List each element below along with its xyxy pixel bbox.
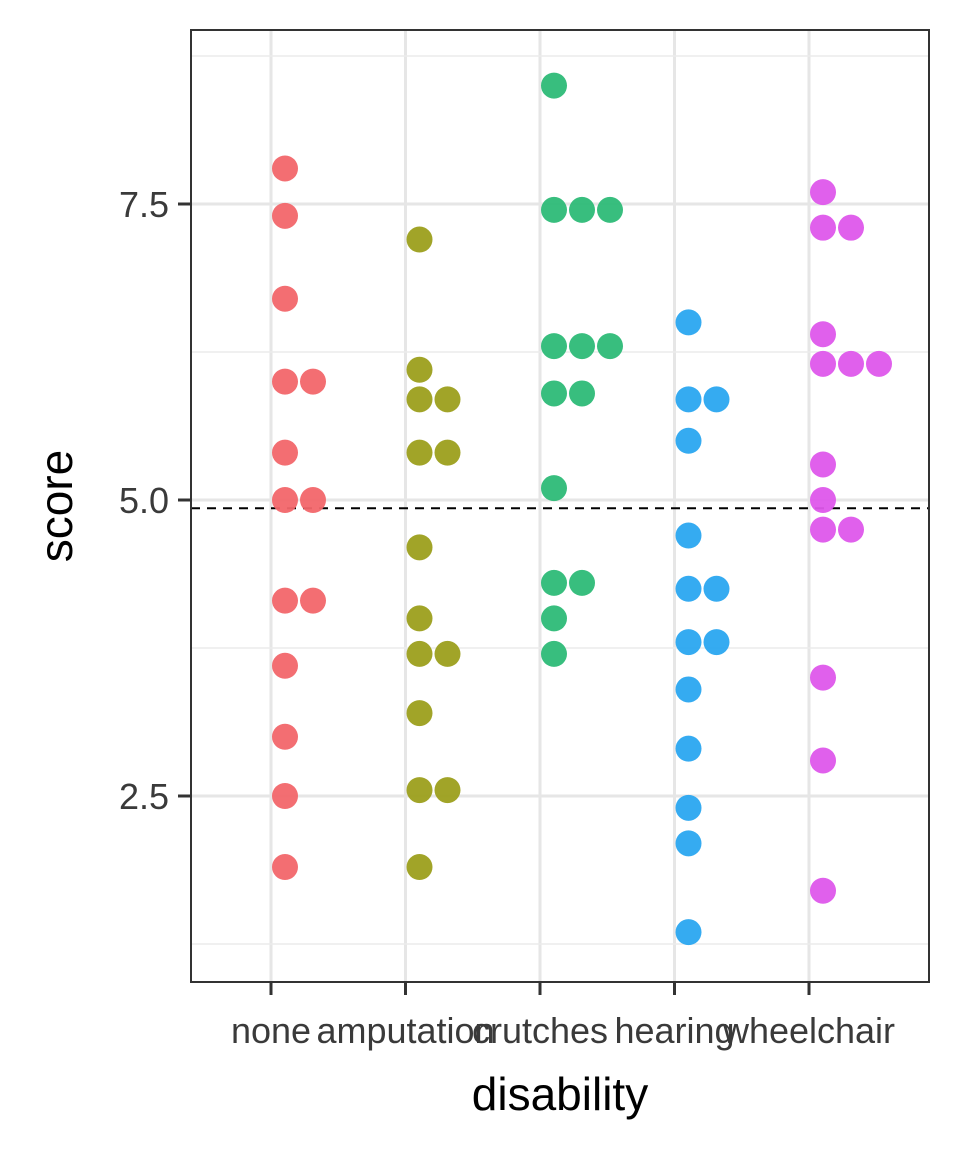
data-point-wheelchair [810, 350, 836, 377]
data-point-crutches [597, 196, 623, 223]
data-point-crutches [541, 640, 567, 667]
x-tick-label: hearing [614, 1010, 734, 1051]
data-point-none [272, 155, 298, 182]
data-point-hearing [675, 794, 702, 821]
data-point-hearing [703, 386, 730, 413]
data-point-none [272, 487, 298, 513]
x-axis-title: disability [472, 1068, 648, 1120]
data-point-wheelchair [810, 179, 836, 206]
data-point-hearing [675, 676, 702, 703]
data-point-none [272, 783, 298, 809]
data-point-hearing [675, 575, 702, 602]
data-point-hearing [675, 629, 702, 656]
data-point-wheelchair [810, 321, 836, 348]
data-point-amputation [406, 777, 433, 804]
data-point-crutches [569, 569, 595, 596]
data-point-crutches [569, 380, 595, 407]
data-point-none [300, 587, 326, 614]
data-point-amputation [406, 605, 433, 632]
data-point-hearing [703, 575, 730, 602]
data-point-none [300, 487, 326, 513]
data-point-hearing [675, 309, 702, 336]
data-point-hearing [675, 735, 702, 762]
x-tick-label: amputation [316, 1010, 494, 1051]
y-tick-label: 2.5 [119, 776, 169, 817]
data-point-wheelchair [838, 214, 864, 241]
data-point-wheelchair [810, 747, 836, 774]
data-point-crutches [541, 569, 567, 596]
data-point-hearing [675, 522, 702, 549]
data-point-amputation [406, 534, 433, 561]
data-point-crutches [569, 196, 595, 223]
data-point-wheelchair [810, 877, 836, 904]
data-point-crutches [541, 333, 567, 360]
data-point-hearing [675, 919, 702, 946]
data-point-hearing [675, 386, 702, 413]
data-point-none [272, 723, 298, 750]
data-point-amputation [434, 439, 461, 466]
data-point-wheelchair [838, 516, 864, 543]
data-point-amputation [406, 700, 433, 727]
data-point-amputation [406, 854, 433, 881]
data-point-crutches [597, 333, 623, 360]
data-point-wheelchair [810, 214, 836, 241]
data-point-none [272, 202, 298, 229]
data-point-amputation [434, 777, 461, 804]
x-tick-label: crutches [472, 1010, 608, 1051]
data-point-crutches [541, 475, 567, 502]
data-point-amputation [434, 386, 461, 413]
data-point-amputation [406, 386, 433, 413]
data-point-none [272, 587, 298, 614]
y-axis-title: score [30, 450, 82, 562]
data-point-wheelchair [810, 664, 836, 691]
data-point-none [272, 439, 298, 466]
x-tick-label: none [231, 1010, 311, 1051]
data-point-wheelchair [810, 451, 836, 478]
data-point-crutches [541, 72, 567, 99]
data-point-hearing [675, 830, 702, 857]
x-tick-label: wheelchair [722, 1010, 895, 1051]
data-point-none [272, 652, 298, 679]
y-tick-label: 5.0 [119, 480, 169, 521]
data-point-wheelchair [866, 350, 892, 377]
data-point-wheelchair [810, 516, 836, 543]
data-point-none [272, 368, 298, 395]
data-point-amputation [406, 640, 433, 667]
data-point-wheelchair [838, 350, 864, 377]
y-axis: 2.5 5.0 7.5 [119, 184, 191, 817]
data-point-wheelchair [810, 487, 836, 513]
data-points [272, 72, 892, 946]
plot-border [190, 29, 930, 983]
data-point-amputation [406, 356, 433, 383]
y-tick-label: 7.5 [119, 184, 169, 225]
data-point-crutches [569, 333, 595, 360]
data-point-none [272, 285, 298, 312]
data-point-amputation [434, 640, 461, 667]
data-point-amputation [406, 439, 433, 466]
data-point-crutches [541, 196, 567, 223]
data-point-none [300, 368, 326, 395]
data-point-crutches [541, 605, 567, 632]
data-point-crutches [541, 380, 567, 407]
grid-major-x [269, 30, 811, 982]
data-point-amputation [406, 226, 433, 253]
data-point-none [272, 854, 298, 881]
data-point-hearing [703, 629, 730, 656]
data-point-hearing [675, 427, 702, 454]
